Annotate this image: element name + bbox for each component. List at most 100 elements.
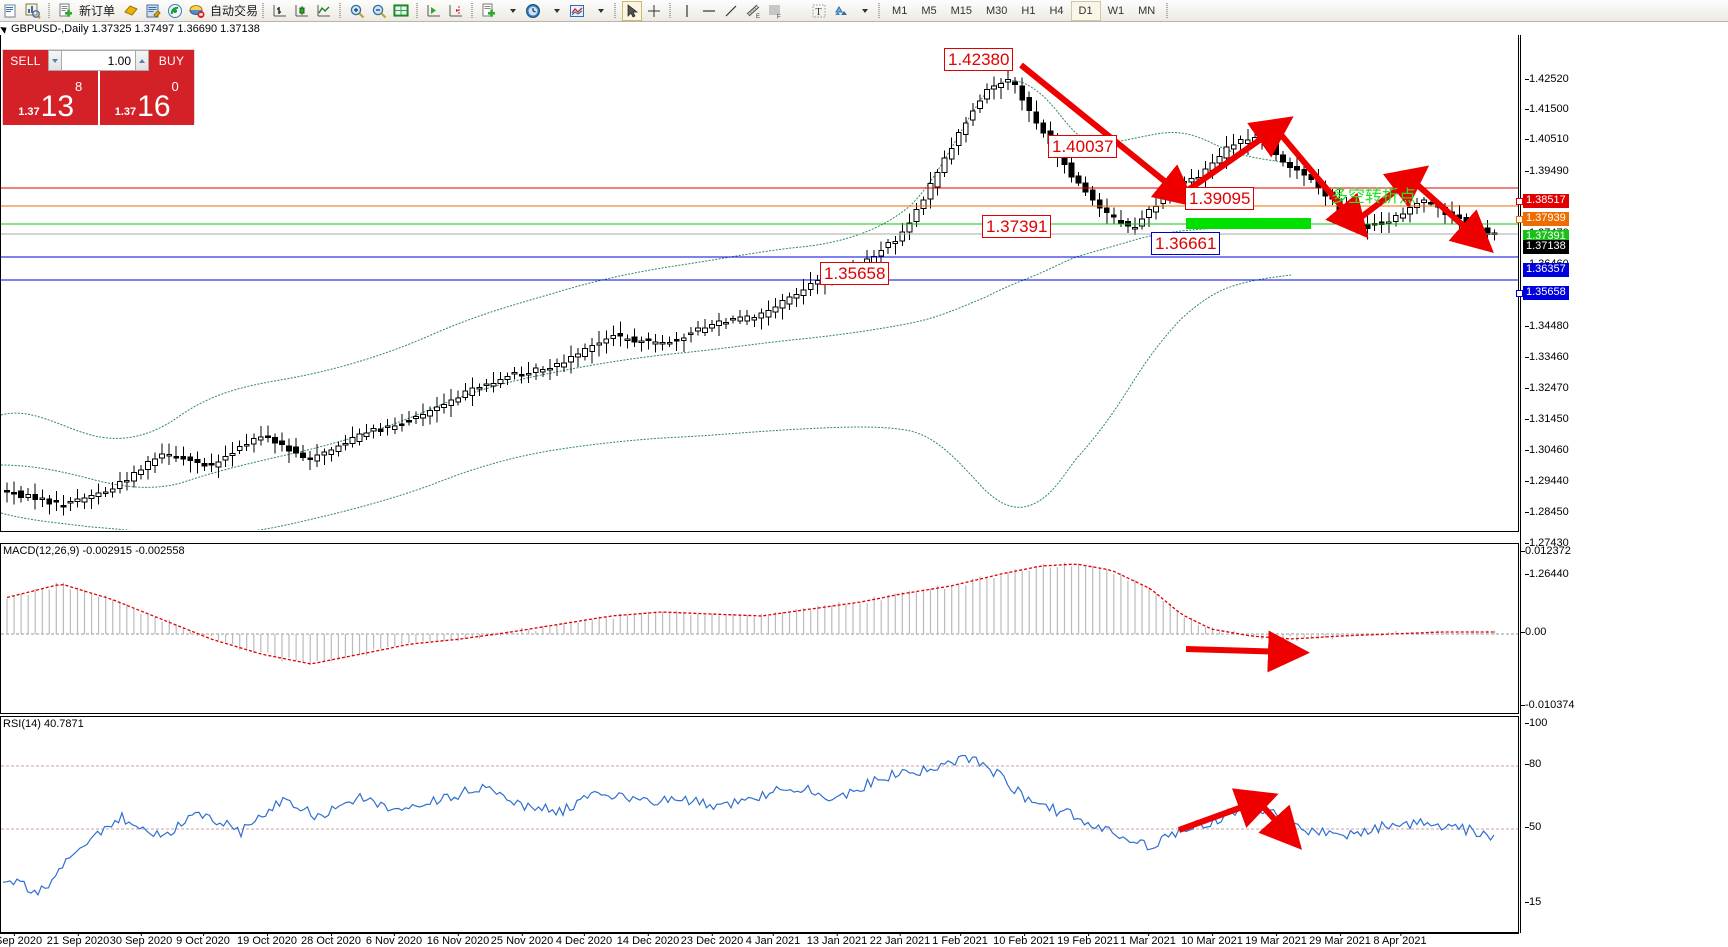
volume-decrement-button[interactable] [48,50,62,71]
price-axis-tick: 1.34480 [1525,320,1569,332]
timeframe-d1[interactable]: D1 [1070,0,1101,21]
annotation-1-36661[interactable]: 1.36661 [1151,232,1221,255]
price-tag[interactable]: 1.37939 [1516,212,1569,226]
buy-button[interactable]: BUY [149,50,194,71]
chevron-down-icon[interactable] [853,1,873,21]
macd-label: MACD(12,26,9) -0.002915 -0.002558 [3,545,185,557]
svg-text:F: F [777,14,781,19]
one-click-trading-panel[interactable]: SELL 1.00 BUY 1.37 13 8 1.37 16 0 [2,49,195,125]
horizontal-line-icon[interactable] [699,1,719,21]
tile-windows-icon[interactable] [391,1,411,21]
trendline-icon[interactable] [721,1,741,21]
bar-chart-icon[interactable] [270,1,290,21]
chevron-down-icon[interactable] [545,1,565,21]
buy-price-main: 16 [137,90,171,123]
signals-icon[interactable] [165,1,185,21]
chevron-down-icon[interactable] [589,1,609,21]
rsi-axis-tick: 100 [1524,717,1548,729]
cursor-arrow-icon[interactable] [622,0,643,21]
shapes-icon[interactable] [831,1,851,21]
price-tag-handle[interactable] [1516,290,1523,297]
chart-window: GBPUSD-,Daily 1.37325 1.37497 1.36690 1.… [0,22,1728,947]
price-axis-tick: 1.41500 [1525,103,1569,115]
rsi-axis-tick: 15 [1524,896,1542,908]
time-axis-tick: 1 Feb 2021 [932,933,988,947]
chart-shift-icon[interactable] [446,1,466,21]
toolbar-separator [613,2,619,19]
main-toolbar: 新订单 自动交易 [0,0,1728,22]
indicators-icon[interactable] [567,1,587,21]
down-arrow-3 [1411,178,1494,253]
timeframe-w1[interactable]: W1 [1107,4,1125,17]
up-arrow-2 [1354,165,1430,224]
price-axis-tick: 1.28450 [1525,506,1569,518]
inspect-icon[interactable] [23,1,43,21]
svg-text:T: T [816,7,822,18]
line-chart-icon[interactable] [314,1,334,21]
autotrade-label[interactable]: 自动交易 [210,4,259,18]
annotation-1-40037[interactable]: 1.40037 [1048,135,1118,158]
annotation-1-42380[interactable]: 1.42380 [944,48,1014,71]
sell-price-display[interactable]: 1.37 13 8 [3,71,98,125]
template-icon[interactable] [479,1,499,21]
price-axis-tick: 1.40510 [1525,133,1569,145]
timeframe-h4[interactable]: H4 [1049,4,1064,17]
macd-chart-svg [1,562,1518,673]
auto-scroll-icon[interactable] [424,1,444,21]
zoom-in-icon[interactable] [347,1,367,21]
new-chart-icon[interactable] [1,1,21,21]
annotation-1-39095[interactable]: 1.39095 [1185,187,1255,210]
price-tag[interactable]: 1.38517 [1516,194,1569,208]
volume-input[interactable]: 1.00 [62,50,135,71]
sign-icon[interactable] [121,1,141,21]
new-order-icon[interactable] [56,1,76,21]
timeframe-mn[interactable]: MN [1138,4,1156,17]
period-clock-icon[interactable] [523,1,543,21]
time-axis-tick: 21 Sep 2020 [46,933,110,947]
fibonacci-retracement-icon[interactable]: F [765,1,785,21]
crosshair-icon[interactable] [644,1,664,21]
toolbar-separator [877,2,883,19]
metaeditor-icon[interactable] [143,1,163,21]
annotation-turning-point[interactable]: 多空转折点 [1331,187,1416,207]
symbol-info-bar: GBPUSD-,Daily 1.37325 1.37497 1.36690 1.… [0,22,1728,35]
equidistant-channel-icon[interactable]: E [743,1,763,21]
vertical-line-icon[interactable] [677,1,697,21]
time-axis-tick: 16 Nov 2020 [426,933,490,947]
time-axis-tick: 6 Nov 2020 [365,933,423,947]
timeframe-h1[interactable]: H1 [1021,4,1036,17]
timeframe-m15[interactable]: M15 [950,4,972,17]
timeframe-m1[interactable]: M1 [892,4,908,17]
price-tag[interactable]: 1.35658 [1516,286,1569,300]
text-icon[interactable] [787,1,807,21]
sell-button[interactable]: SELL [3,50,48,71]
down-arrow-1 [1019,62,1197,208]
price-tag-handle[interactable] [1516,198,1523,205]
rsi-pane[interactable]: RSI(14) 40.7871 [0,716,1519,933]
buy-price-display[interactable]: 1.37 16 0 [97,71,194,125]
autotrade-icon[interactable] [187,1,207,21]
price-scale[interactable]: 1.425201.415001.405101.394901.384701.374… [1516,35,1728,933]
new-order-label[interactable]: 新订单 [79,4,116,18]
up-arrow-1 [1179,116,1294,198]
time-axis-tick: 10 Feb 2021 [993,933,1055,947]
text-label-icon[interactable]: T [809,1,829,21]
timeframe-m30[interactable]: M30 [986,4,1008,17]
price-tag[interactable]: 1.36357 [1523,263,1569,277]
macd-axis-tick: 0.012372 [1521,545,1571,557]
price-chart-pane[interactable]: 1.42380 1.40037 1.39095 1.37391 1.36661 … [0,35,1519,532]
price-tag-handle[interactable] [1516,216,1523,223]
volume-increment-button[interactable] [135,50,149,71]
candlestick-chart-icon[interactable] [292,1,312,21]
price-tag[interactable]: 1.37138 [1523,240,1569,254]
zoom-out-icon[interactable] [369,1,389,21]
price-axis-tick: 1.27430 [1525,537,1569,549]
chart-marker-icon [0,23,9,34]
chevron-down-icon[interactable] [501,1,521,21]
macd-pane[interactable]: MACD(12,26,9) -0.002915 -0.002558 [0,543,1519,714]
timeframe-m5[interactable]: M5 [921,4,937,17]
sell-price-main: 13 [40,90,75,123]
annotation-1-35658[interactable]: 1.35658 [820,262,890,285]
annotation-1-37391[interactable]: 1.37391 [982,215,1052,238]
